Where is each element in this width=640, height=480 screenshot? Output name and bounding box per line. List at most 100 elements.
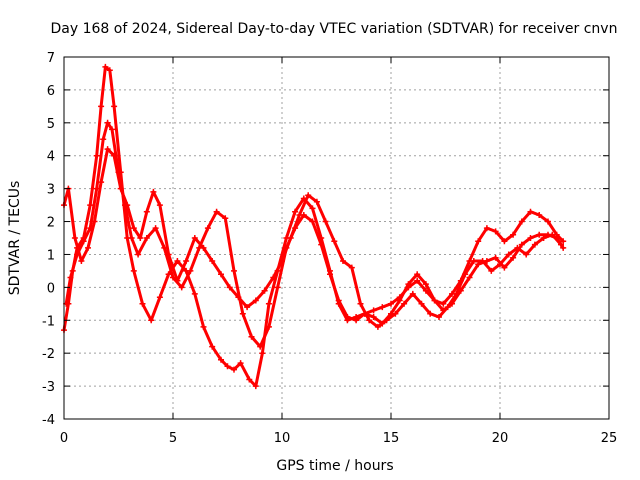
data-point <box>235 294 242 301</box>
data-point <box>475 238 482 245</box>
data-point <box>109 126 115 133</box>
data-point <box>527 208 534 215</box>
y-tick-label: 7 <box>47 51 55 66</box>
data-point <box>200 244 207 251</box>
data-point <box>270 274 277 281</box>
data-point <box>265 323 272 330</box>
data-point <box>252 383 259 390</box>
data-point <box>91 218 98 225</box>
data-point <box>237 360 244 367</box>
y-tick-label: 0 <box>47 281 55 296</box>
data-point <box>549 231 556 238</box>
data-point <box>436 314 442 320</box>
data-point <box>370 307 377 314</box>
y-tick-label: 5 <box>47 117 55 132</box>
data-point <box>209 343 216 350</box>
y-tick-label: 6 <box>47 84 55 99</box>
data-point <box>130 225 137 232</box>
data-point <box>379 304 386 311</box>
data-point <box>104 146 111 153</box>
data-point <box>231 366 237 373</box>
data-point <box>209 258 216 264</box>
y-tick-label: -4 <box>42 413 55 428</box>
data-point <box>383 317 390 324</box>
x-tick-label: 5 <box>169 431 177 446</box>
data-point <box>98 103 105 110</box>
data-point <box>405 281 412 288</box>
data-point <box>85 244 91 251</box>
data-point <box>531 241 538 248</box>
data-point <box>257 343 264 350</box>
data-point <box>200 323 207 330</box>
data-point <box>453 290 460 297</box>
data-point <box>536 231 543 238</box>
data-point <box>152 225 159 232</box>
data-point <box>462 271 469 278</box>
data-point <box>497 261 503 268</box>
data-point <box>224 363 231 370</box>
data-point <box>409 290 416 297</box>
data-point <box>331 238 338 245</box>
data-point <box>388 300 394 307</box>
data-point <box>244 304 251 311</box>
data-point <box>514 244 521 251</box>
data-point <box>470 258 477 264</box>
data-point <box>313 198 320 205</box>
data-point <box>510 231 517 238</box>
y-tick-label: -3 <box>42 380 55 395</box>
data-point <box>422 281 429 288</box>
plot-frame <box>63 56 610 420</box>
data-point <box>353 317 360 324</box>
data-point <box>274 284 281 291</box>
data-point <box>560 244 567 251</box>
data-point <box>518 218 525 225</box>
data-point <box>135 251 142 258</box>
data-point <box>370 314 377 320</box>
data-point <box>117 185 124 192</box>
y-tick-label: 1 <box>47 248 55 263</box>
data-point <box>191 235 198 241</box>
y-tick-label: 2 <box>47 216 55 231</box>
series-track-1 <box>61 63 567 390</box>
data-point <box>401 300 408 307</box>
data-point <box>128 235 135 241</box>
data-point <box>71 235 78 241</box>
data-point <box>261 287 268 294</box>
axis-ticks: 0 5 10 15 20 25 -4 -3 -2 -1 0 1 2 3 4 5 6 7 <box>42 51 617 446</box>
y-tick-label: 3 <box>47 183 55 198</box>
data-point <box>414 277 421 284</box>
x-tick-label: 20 <box>492 431 509 446</box>
data-point <box>492 228 499 235</box>
data-point <box>150 188 157 195</box>
data-point <box>483 225 490 232</box>
data-point <box>67 274 74 281</box>
data-point <box>279 258 285 264</box>
data-point <box>305 192 312 199</box>
series-track-3 <box>61 146 564 330</box>
data-point <box>252 297 259 304</box>
data-point <box>130 267 137 274</box>
data-point <box>111 103 118 110</box>
data-point <box>523 251 530 258</box>
data-point <box>100 136 107 143</box>
data-point <box>80 238 87 245</box>
data-point <box>510 254 517 261</box>
x-tick-label: 0 <box>60 431 68 446</box>
data-point <box>501 238 508 245</box>
data-point <box>156 202 163 209</box>
data-point <box>137 235 144 241</box>
data-point <box>246 376 253 383</box>
data-point <box>191 290 198 297</box>
data-point <box>560 238 567 245</box>
data-point <box>309 205 316 212</box>
data-point <box>348 264 355 271</box>
y-tick-label: -2 <box>42 347 55 362</box>
data-point <box>259 350 266 357</box>
data-point <box>143 208 150 215</box>
data-point <box>431 297 438 304</box>
data-point <box>218 356 224 363</box>
data-point <box>226 284 233 291</box>
data-point <box>340 258 346 264</box>
data-point <box>78 258 85 264</box>
data-point <box>427 310 434 317</box>
